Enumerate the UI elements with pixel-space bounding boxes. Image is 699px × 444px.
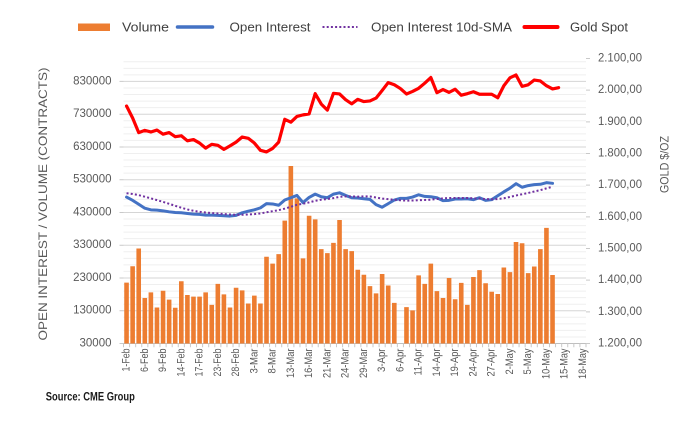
svg-text:23-Feb: 23-Feb	[212, 349, 224, 377]
svg-text:13-Mar: 13-Mar	[285, 348, 297, 378]
svg-text:19-Apr: 19-Apr	[449, 348, 461, 376]
svg-text:2-May: 2-May	[504, 348, 516, 374]
svg-text:Volume: Volume	[122, 20, 169, 35]
svg-text:1-Feb: 1-Feb	[121, 349, 133, 372]
svg-text:430000: 430000	[73, 206, 111, 218]
svg-text:Open Interest 10d-SMA: Open Interest 10d-SMA	[371, 20, 512, 35]
svg-text:16-Mar: 16-Mar	[303, 348, 315, 378]
svg-text:1.900,00: 1.900,00	[598, 116, 642, 128]
svg-text:15-May: 15-May	[559, 348, 571, 379]
svg-text:1.500,00: 1.500,00	[598, 243, 642, 255]
svg-text:28-Feb: 28-Feb	[230, 349, 242, 377]
svg-text:1.300,00: 1.300,00	[598, 306, 642, 318]
svg-text:3-Apr: 3-Apr	[376, 348, 388, 372]
svg-text:10-May: 10-May	[540, 348, 552, 379]
svg-text:530000: 530000	[73, 174, 111, 186]
svg-text:OPEN INTEREST / VOLUME (CONTRA: OPEN INTEREST / VOLUME (CONTRACTS)	[36, 68, 50, 341]
svg-text:1.700,00: 1.700,00	[598, 179, 642, 191]
svg-text:630000: 630000	[73, 141, 111, 153]
svg-text:2.000,00: 2.000,00	[598, 84, 642, 96]
svg-text:5-May: 5-May	[522, 348, 534, 374]
svg-text:24-Mar: 24-Mar	[340, 348, 352, 378]
svg-text:830000: 830000	[73, 75, 111, 87]
svg-text:1.600,00: 1.600,00	[598, 211, 642, 223]
svg-text:330000: 330000	[73, 239, 111, 251]
svg-text:Open Interest: Open Interest	[230, 20, 311, 35]
svg-text:9-Feb: 9-Feb	[157, 349, 169, 373]
svg-text:GOLD $/OZ: GOLD $/OZ	[658, 136, 672, 193]
svg-text:14-Feb: 14-Feb	[175, 349, 187, 377]
svg-text:14-Apr: 14-Apr	[431, 348, 443, 376]
svg-text:2.100,00: 2.100,00	[598, 53, 642, 65]
svg-text:Gold Spot: Gold Spot	[570, 20, 628, 35]
svg-text:8-Mar: 8-Mar	[267, 348, 279, 373]
svg-text:30000: 30000	[80, 338, 112, 350]
svg-text:3-Mar: 3-Mar	[248, 348, 260, 373]
svg-text:130000: 130000	[73, 305, 111, 317]
svg-text:21-Mar: 21-Mar	[321, 348, 333, 378]
svg-text:Source: CME Group: Source: CME Group	[46, 389, 135, 403]
svg-text:1.200,00: 1.200,00	[598, 338, 642, 350]
svg-text:1.800,00: 1.800,00	[598, 148, 642, 160]
svg-text:18-May: 18-May	[577, 348, 589, 379]
svg-text:24-Apr: 24-Apr	[467, 348, 479, 376]
svg-text:6-Apr: 6-Apr	[394, 348, 406, 372]
svg-text:1.400,00: 1.400,00	[598, 274, 642, 286]
svg-text:27-Apr: 27-Apr	[486, 348, 498, 376]
svg-text:11-Apr: 11-Apr	[413, 348, 425, 375]
svg-text:230000: 230000	[73, 272, 111, 284]
svg-text:17-Feb: 17-Feb	[194, 349, 206, 377]
svg-text:6-Feb: 6-Feb	[139, 349, 151, 373]
svg-text:29-Mar: 29-Mar	[358, 348, 370, 378]
svg-text:730000: 730000	[73, 108, 111, 120]
